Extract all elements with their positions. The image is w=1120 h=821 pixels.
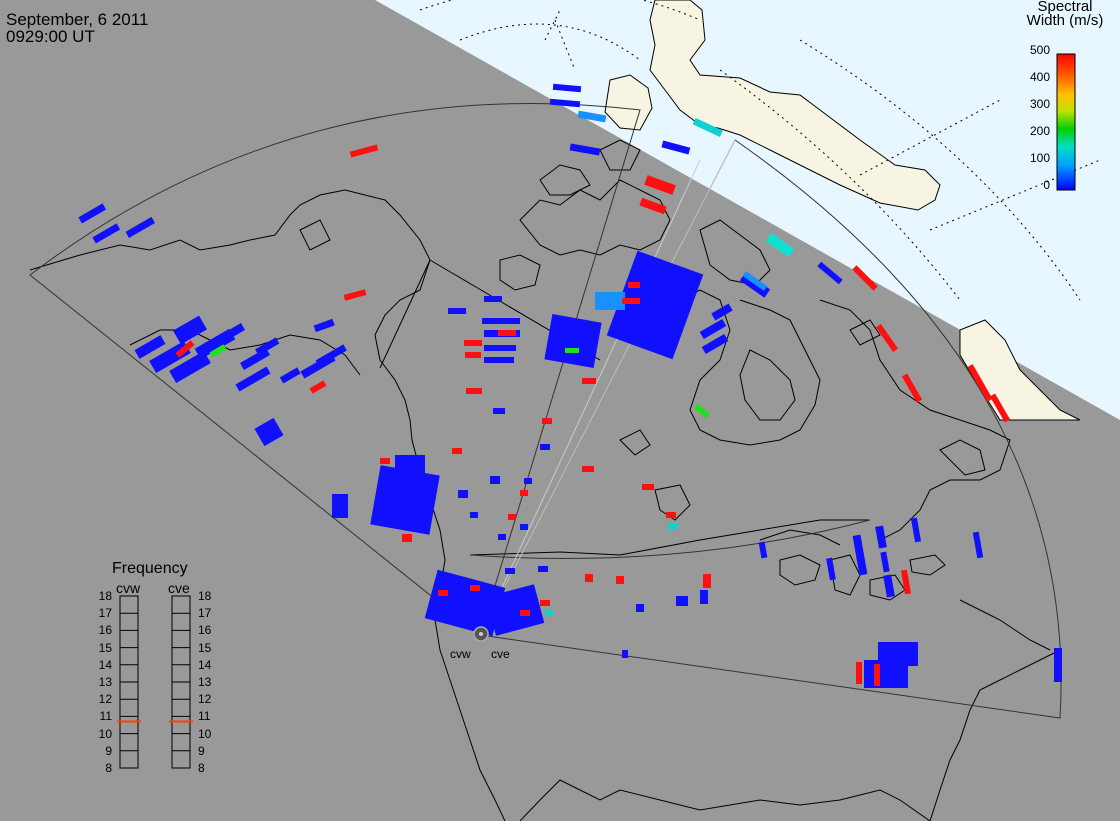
freq-tick-label: 9 (198, 743, 205, 758)
colorbar-tick: 100 (1030, 151, 1051, 165)
freq-tick-label: 11 (99, 709, 112, 724)
radar-backscatter (78, 83, 1062, 688)
freq-tick-label: 11 (198, 709, 211, 724)
freq-tick-label: 10 (98, 726, 112, 741)
freq-tick-label: 17 (198, 606, 212, 621)
freq-tick-label: 9 (105, 743, 112, 758)
frequency-panel (117, 595, 193, 769)
frequency-right-label: cve (168, 580, 190, 596)
freq-tick-label: 18 (198, 589, 212, 603)
freq-gridlines (120, 612, 190, 752)
colorbar-title-line2: Width (m/s) (1026, 12, 1104, 29)
latlon-grid (419, 0, 1101, 301)
colorbar-title-line1: Spectral (1037, 0, 1093, 15)
colorbar-tick: 200 (1030, 124, 1051, 138)
freq-tick-label: 16 (198, 623, 212, 638)
freq-tick-label: 13 (98, 675, 112, 689)
radar-label-cvw: cvw (450, 647, 471, 661)
freq-tick-label: 16 (98, 623, 112, 638)
radar-label-cve: cve (491, 647, 510, 661)
freq-tick-label: 8 (105, 761, 112, 775)
freq-tick-label: 15 (98, 640, 112, 655)
colorbar-title: Spectral Width (m/s) (1010, 0, 1120, 28)
freq-tick-label: 17 (98, 606, 112, 621)
colorbar-tick: 0 (1043, 178, 1050, 192)
freq-tick-label: 12 (198, 692, 212, 707)
colorbar-gradient (1056, 53, 1076, 191)
greenland-dayside (649, 0, 941, 211)
frequency-title: Frequency (112, 560, 188, 577)
frequency-left-label: cvw (116, 580, 141, 596)
date-label: September, 6 2011 (6, 10, 149, 29)
freq-tick-label: 8 (198, 761, 205, 775)
freq-tick-label: 18 (98, 589, 112, 603)
fov-outlines (29, 102, 1062, 719)
freq-tick-label: 13 (198, 675, 212, 689)
colorbar-tick: 300 (1030, 97, 1051, 111)
colorbar (1056, 53, 1076, 191)
time-label: 0929:00 UT (6, 27, 95, 46)
freq-tick-label: 14 (98, 657, 112, 672)
colorbar-tick: 400 (1030, 70, 1051, 84)
colorbar-tick: 500 (1030, 43, 1051, 57)
freq-tick-label: 14 (198, 657, 212, 672)
freq-tick-label: 15 (198, 640, 212, 655)
ellesmere-dayside (604, 74, 653, 131)
radar-site-center-icon (479, 632, 483, 636)
freq-tick-label: 12 (98, 692, 112, 707)
freq-tick-label: 10 (198, 726, 212, 741)
